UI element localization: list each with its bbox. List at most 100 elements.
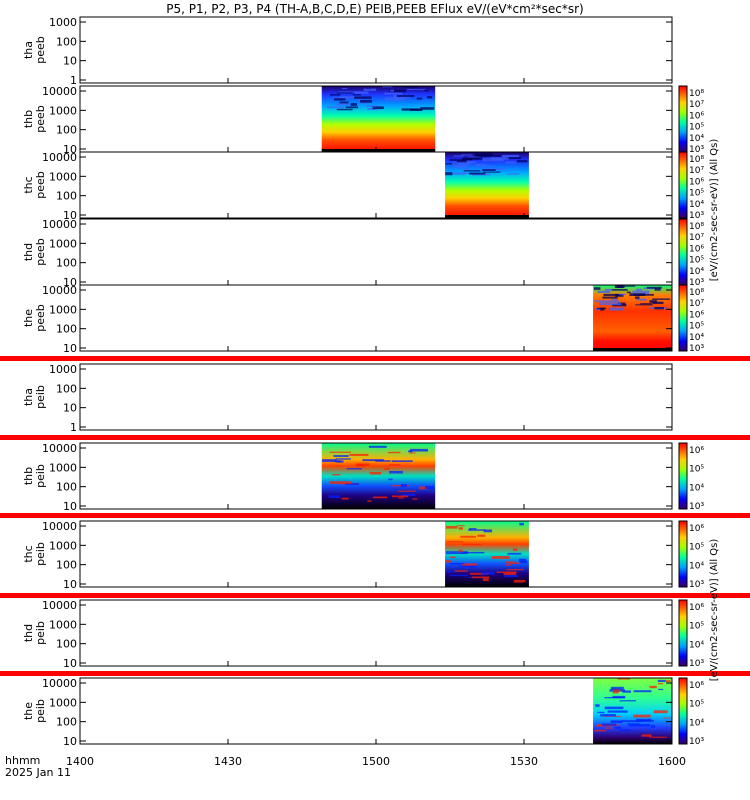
colorbar-tick-label: 10⁶ (689, 446, 704, 456)
spectrogram-noise-streak (445, 163, 458, 165)
spectrogram-noise-streak (341, 497, 349, 500)
colorbar-tick-label: 10⁵ (689, 700, 704, 710)
spectrogram-noise-streak (464, 168, 469, 170)
spectrogram-noise-streak (622, 285, 636, 287)
spectrogram-noise-streak (654, 306, 664, 310)
colorbar-tick-label: 10³ (689, 737, 704, 747)
spectrogram-noise-streak (462, 543, 482, 546)
spectrogram-noise-streak (329, 451, 351, 453)
spectrogram-noise-streak (360, 99, 372, 103)
y-tick-label: 100 (56, 716, 77, 729)
spectrogram-noise-streak (598, 300, 620, 303)
spectrogram-noise-streak (482, 171, 501, 173)
time-axis-label-hhmm: hhmm (5, 754, 40, 767)
spectrogram-noise-streak (507, 552, 522, 555)
spectrogram-noise-streak (612, 695, 626, 699)
spectrogram-noise-streak (649, 736, 667, 738)
y-tick-label: 100 (56, 257, 77, 270)
colorbar-tick-label: 10⁵ (689, 543, 704, 553)
panel-separator-bar (0, 435, 750, 440)
spectrogram-noise-streak (333, 455, 349, 457)
colorbar-tick-label: 10⁴ (689, 640, 704, 650)
colorbar-tick-label: 10⁷ (689, 299, 704, 309)
colorbar-tick-label: 10⁵ (689, 123, 704, 133)
spectrogram-noise-streak (646, 286, 662, 289)
time-axis-label-date: 2025 Jan 11 (5, 766, 71, 779)
colorbar-tick-label: 10⁶ (689, 244, 704, 254)
colorbar-tick-label: 10⁴ (689, 333, 704, 343)
y-tick-label: 100 (56, 638, 77, 651)
panel-thb-peib: 10000 1000 100 10 thb peib (22, 442, 673, 513)
panel-frame (79, 284, 673, 352)
spectrogram-noise-streak (593, 287, 601, 290)
y-tick-label: 10 (63, 500, 77, 513)
panel-product-label: peeb (34, 171, 47, 199)
spectrogram-noise-streak (484, 155, 502, 157)
y-tick-label: 100 (56, 559, 77, 572)
spectrogram-noise-streak (388, 464, 401, 466)
spectrogram-noise-streak (346, 468, 362, 470)
spectrogram-noise-streak (505, 161, 516, 164)
spectrogram-noise-streak (506, 569, 524, 571)
colorbar-tick-label: 10⁶ (689, 111, 704, 121)
spectrogram-noise-streak (407, 88, 426, 90)
colorbar-tick-label: 10⁵ (689, 622, 704, 632)
colorbar (678, 442, 688, 510)
spectrogram-noise-streak (611, 289, 628, 291)
panel-thc-peeb: 10000 1000 100 10 thc peeb (22, 151, 673, 222)
y-tick-label: 10000 (42, 520, 77, 533)
y-tick-label: 10 (63, 402, 77, 415)
spectrogram-noise-streak (391, 460, 413, 462)
panel-thd-peib: 10000 1000 100 10 thd peib (22, 599, 673, 670)
spectrogram-noise-streak (426, 96, 433, 99)
y-tick-label: 1000 (49, 618, 77, 631)
spectrogram-noise-streak (594, 729, 607, 732)
spectrogram-noise-streak (504, 574, 518, 578)
spectrogram-noise-streak (398, 497, 405, 499)
y-tick-label: 1 (70, 74, 77, 87)
y-tick-label: 10 (63, 657, 77, 670)
colorbar-tick-label: 10⁴ (689, 267, 704, 277)
x-tick-label: 1400 (66, 755, 94, 768)
y-tick-label: 10 (63, 342, 77, 355)
spectrogram-noise-streak (369, 472, 382, 475)
y-tick-label: 10 (63, 55, 77, 68)
panel-probe-label: thc (22, 545, 35, 562)
colorbar (678, 520, 688, 588)
spectrogram-noise-streak (652, 301, 664, 305)
spectrogram-noise-streak (469, 572, 489, 575)
y-tick-label: 100 (56, 481, 77, 494)
spectrogram-noise-streak (619, 700, 637, 702)
spectrogram-noise-streak (501, 154, 519, 158)
panel-frame (79, 520, 673, 588)
spectrogram-noise-streak (481, 571, 495, 575)
panel-product-label: peeb (34, 304, 47, 332)
spectrogram-noise-streak (636, 288, 642, 291)
spectrogram-noise-streak (602, 296, 618, 299)
spectrogram-noise-streak (610, 686, 624, 690)
colorbar-axis-label: [eV/(cm2-sec-sr-eV)] (All Qs) (709, 539, 720, 682)
spectrogram-noise-streak (345, 106, 359, 109)
spectrogram-noise-streak (445, 526, 458, 529)
spacecraft-potential-line (321, 149, 436, 152)
panel-product-label: peeb (34, 36, 47, 64)
spectrogram-noise-streak (505, 561, 515, 564)
colorbar-tick-label: 10⁴ (689, 718, 704, 728)
spectrogram-noise-streak (518, 558, 527, 562)
colorbar-group: 10⁸10⁷10⁶10⁵10⁴10³10⁸10⁷10⁶10⁵10⁴10³10⁸1… (678, 85, 720, 747)
y-tick-label: 10 (63, 735, 77, 748)
colorbar (678, 284, 688, 352)
spectrogram-noise-streak (456, 525, 465, 527)
spectrogram-noise-streak (462, 552, 485, 554)
spectrogram-noise-streak (628, 724, 651, 727)
colorbar (678, 677, 688, 745)
spectrogram-noise-streak (633, 690, 652, 693)
spectrogram-noise-streak (446, 541, 464, 543)
spectrogram-noise-streak (483, 529, 493, 533)
colorbar (678, 85, 688, 153)
colorbar-tick-label: 10⁷ (689, 233, 704, 243)
panel-frame (79, 151, 673, 219)
spectrogram-noise-streak (389, 89, 406, 93)
spectrogram-noise-streak (599, 303, 622, 306)
